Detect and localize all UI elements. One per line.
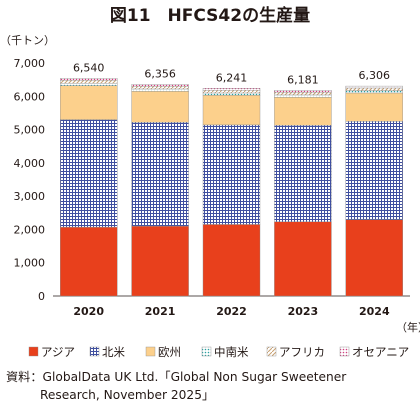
legend-swatch	[145, 346, 156, 357]
bar-segment-アフリカ	[60, 80, 118, 84]
bar-segment-アフリカ	[202, 90, 261, 94]
y-tick-label: 7,000	[14, 57, 46, 70]
legend-swatch	[89, 346, 100, 357]
legend-label: アフリカ	[279, 345, 325, 359]
bar-segment-中南米	[202, 92, 261, 96]
y-axis-unit-label: （千トン）	[0, 34, 55, 47]
bar-segment-アジア	[345, 219, 403, 297]
bar-segment-欧州	[60, 85, 118, 120]
legend-swatch	[266, 346, 277, 357]
legend-swatch	[339, 346, 350, 357]
x-tick-label: 2021	[145, 305, 176, 318]
bar-segment-中南米	[345, 90, 403, 94]
bar-segment-オセアニア	[345, 85, 403, 89]
bar-segment-中南米	[131, 88, 189, 92]
y-tick-label: 1,000	[14, 257, 46, 270]
total-data-label: 6,306	[359, 69, 391, 82]
bar-segment-欧州	[202, 95, 261, 126]
total-data-label: 6,356	[144, 67, 176, 80]
y-tick-label: 4,000	[14, 157, 46, 170]
bar-segment-北米	[202, 124, 261, 225]
y-tick-label: 6,000	[14, 90, 46, 103]
legend-label: アジア	[41, 345, 75, 359]
x-tick-label: 2024	[359, 305, 390, 318]
bar-segment-中南米	[274, 94, 332, 98]
y-tick-label: 2,000	[14, 223, 46, 236]
bar-segment-アジア	[60, 226, 118, 297]
bar-segment-北米	[345, 121, 403, 220]
bar-segment-中南米	[60, 83, 118, 86]
legend-swatch	[201, 346, 212, 357]
bar-segment-欧州	[274, 97, 332, 126]
legend-label: 中南米	[214, 345, 249, 359]
bar-segment-欧州	[345, 92, 403, 122]
bar-segment-北米	[131, 122, 189, 227]
legend-label: オセアニア	[352, 345, 409, 359]
chart-title: 図11 HFCS42の生産量	[110, 5, 310, 26]
bar-segment-北米	[274, 125, 332, 222]
x-tick-label: 2023	[288, 305, 319, 318]
bar-segment-北米	[60, 119, 118, 228]
bar-segment-アフリカ	[131, 86, 189, 90]
bar-segment-アジア	[274, 221, 332, 297]
bar-segment-アフリカ	[274, 92, 332, 96]
total-data-label: 6,241	[216, 71, 248, 84]
bar-segment-欧州	[131, 91, 189, 123]
x-tick-label: 2022	[216, 305, 247, 318]
legend-label: 北米	[102, 345, 125, 359]
bar-segment-オセアニア	[131, 84, 189, 87]
source-note: 資料：GlobalData UK Ltd.「Global Non Sugar S…	[6, 368, 416, 404]
bar-segment-アジア	[131, 225, 189, 297]
legend-label: 欧州	[158, 345, 181, 359]
bar-segment-オセアニア	[274, 90, 332, 93]
x-axis-unit-label: （年）	[396, 320, 420, 334]
bar-segment-アジア	[202, 224, 261, 297]
source-line-1: 資料：GlobalData UK Ltd.「Global Non Sugar S…	[6, 370, 347, 384]
y-tick-label: 3,000	[14, 190, 46, 203]
bar-segment-オセアニア	[60, 78, 118, 81]
bar-segment-オセアニア	[202, 88, 261, 91]
total-data-label: 6,540	[73, 61, 105, 74]
total-data-label: 6,181	[287, 73, 319, 86]
legend-swatch	[28, 346, 39, 357]
bar-segment-アフリカ	[345, 87, 403, 91]
y-tick-label: 5,000	[14, 124, 46, 137]
y-tick-label: 0	[38, 290, 45, 303]
source-line-2: Research, November 2025」	[40, 388, 215, 402]
x-tick-label: 2020	[73, 305, 104, 318]
